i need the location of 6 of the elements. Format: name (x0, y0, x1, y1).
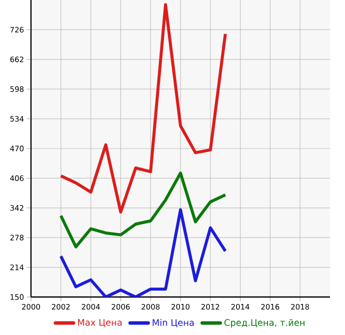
line-series (59, 3, 227, 214)
line-series (59, 208, 227, 297)
legend-label: Сред.Цена, т.йен (224, 319, 304, 328)
legend-label: Min Цена (152, 319, 194, 328)
legend-label: Max Цена (78, 319, 122, 328)
line-series (59, 172, 227, 248)
